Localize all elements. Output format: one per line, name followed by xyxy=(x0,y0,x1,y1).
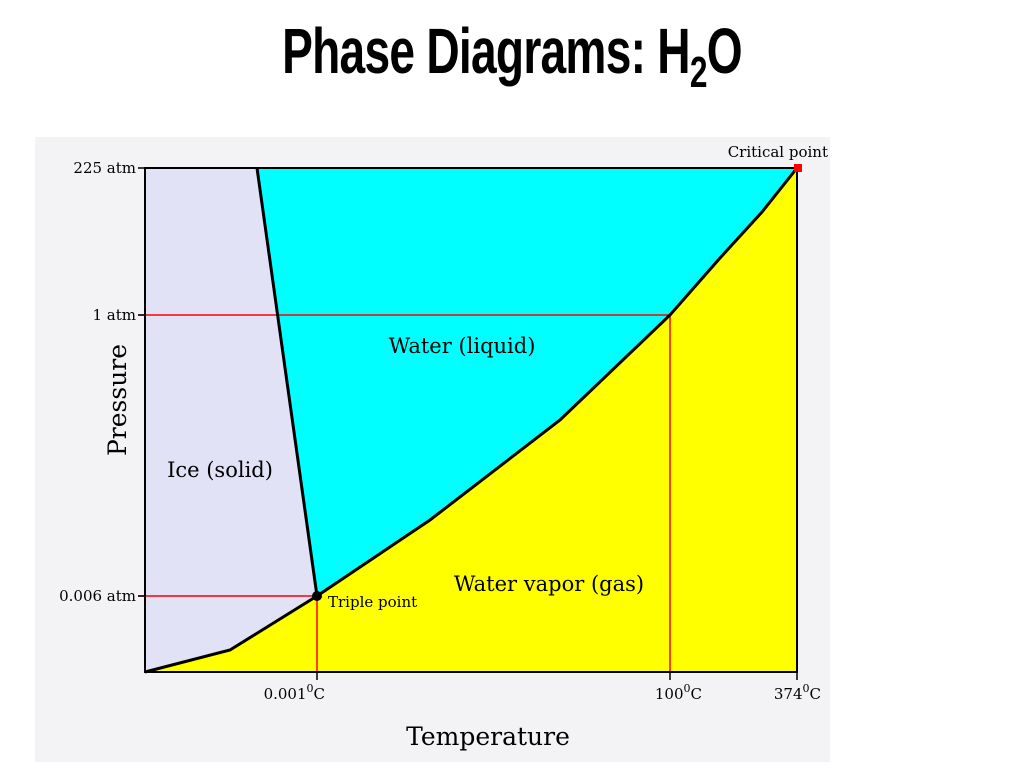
triple-point-label: Triple point xyxy=(328,593,417,611)
title-subscript: 2 xyxy=(689,48,708,97)
title-main: Phase Diagrams: H xyxy=(282,15,690,87)
slide-title: Phase Diagrams: H2O xyxy=(143,6,880,96)
y-axis-label: Pressure xyxy=(103,344,132,456)
triple-point-marker xyxy=(312,591,322,601)
gas-region xyxy=(145,168,797,672)
liquid-region-label: Water (liquid) xyxy=(389,334,536,358)
gas-region-label: Water vapor (gas) xyxy=(454,572,644,596)
y-tick-label-0006: 0.006 atm xyxy=(59,587,136,605)
x-tick-label-0001: 0.0010C xyxy=(264,682,325,703)
title-suffix: O xyxy=(706,15,743,87)
sublimation-curve xyxy=(144,594,318,674)
liquid-region xyxy=(257,168,797,596)
x-axis-label: Temperature xyxy=(406,722,570,751)
melting-curve xyxy=(255,167,319,597)
vaporization-curve xyxy=(316,167,799,598)
y-tick-label-225: 225 atm xyxy=(73,159,136,177)
critical-point-marker xyxy=(794,164,802,172)
x-tick-label-100: 1000C xyxy=(655,682,702,703)
y-tick-label-1: 1 atm xyxy=(92,306,136,324)
x-tick-label-374: 3740C xyxy=(774,682,821,703)
solid-region-label: Ice (solid) xyxy=(167,458,273,482)
critical-point-label: Critical point xyxy=(728,143,828,161)
plot-frame xyxy=(144,167,798,673)
